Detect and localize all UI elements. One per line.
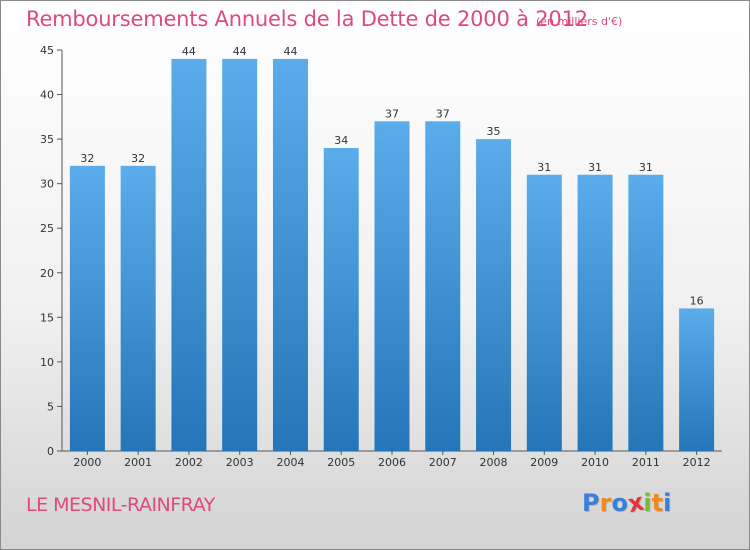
bar [323,148,359,451]
y-tick-label: 25 [40,222,54,235]
bar [222,58,258,452]
y-tick-label: 0 [47,445,54,458]
logo-letter: t [651,489,664,517]
bar [120,165,156,451]
x-tick-label: 2000 [73,456,101,469]
x-tick-label: 2008 [480,456,508,469]
bar [69,165,105,451]
bar [272,58,308,452]
bar [577,174,613,451]
data-label: 37 [436,107,450,120]
y-tick-label: 15 [40,311,54,324]
y-tick-label: 10 [40,356,54,369]
chart-title: Remboursements Annuels de la Dette de 20… [26,7,588,31]
x-tick-label: 2004 [276,456,304,469]
x-tick-label: 2003 [226,456,254,469]
data-label: 32 [131,152,145,165]
bar [425,121,461,452]
data-label: 37 [385,107,399,120]
x-tick-label: 2009 [530,456,558,469]
data-label: 34 [334,134,348,147]
proxiti-logo: Proxiti [582,488,692,523]
x-tick-label: 2010 [581,456,609,469]
data-label: 35 [487,125,501,138]
x-tick-label: 2005 [327,456,355,469]
data-label: 31 [588,161,602,174]
bar [374,121,410,452]
logo-letter: i [643,489,652,517]
y-tick-label: 45 [40,44,54,57]
bar [171,58,207,452]
data-label: 31 [639,161,653,174]
logo-letter: r [599,489,612,517]
y-tick-label: 35 [40,133,54,146]
bar [628,174,664,451]
x-tick-label: 2001 [124,456,152,469]
x-tick-label: 2011 [632,456,660,469]
chart-subtitle: (en milliers d'€) [536,15,623,28]
data-label: 44 [233,45,247,58]
y-tick-label: 20 [40,267,54,280]
data-label: 44 [283,45,297,58]
bar [526,174,562,451]
y-tick-label: 40 [40,89,54,102]
bar [679,308,715,451]
data-label: 32 [80,152,94,165]
x-tick-label: 2012 [683,456,711,469]
bar [476,139,512,451]
data-label: 31 [537,161,551,174]
x-tick-label: 2002 [175,456,203,469]
y-tick-label: 5 [47,400,54,413]
data-label: 44 [182,45,196,58]
logo-letter: i [663,489,672,517]
x-tick-label: 2006 [378,456,406,469]
logo-letter: P [582,489,600,517]
y-tick-label: 30 [40,178,54,191]
logo-letter: o [611,489,628,517]
data-label: 16 [690,294,704,307]
commune-name: LE MESNIL-RAINFRAY [26,494,215,516]
x-tick-label: 2007 [429,456,457,469]
